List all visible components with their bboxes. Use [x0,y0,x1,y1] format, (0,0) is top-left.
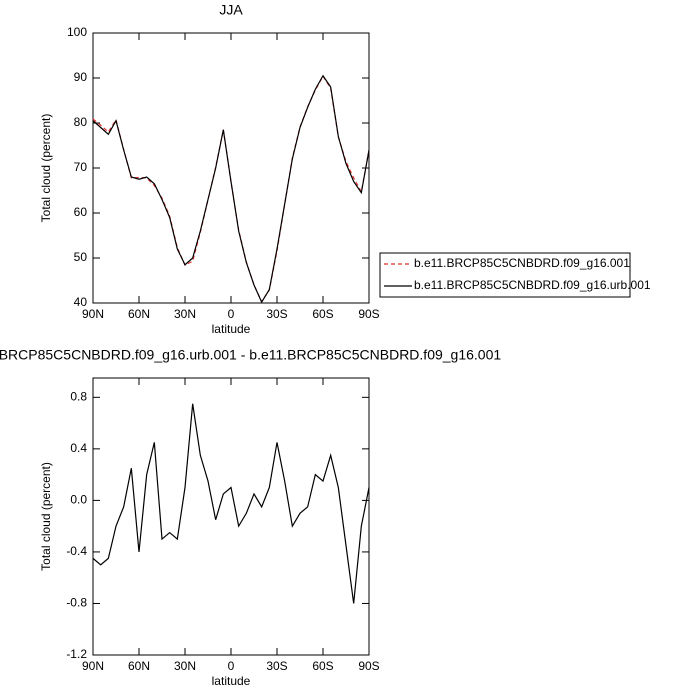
y-tick-label: 50 [74,250,88,264]
y-tick-label: 80 [74,115,88,129]
y-tick-label: 70 [74,160,88,174]
x-tick-label: 0 [228,659,235,673]
x-tick-label: 60S [312,307,333,321]
difference-title: b.e11.BRCP85C5CNBDRD.f09_g16.urb.001 - b… [0,347,501,363]
y-tick-label: -1.2 [66,647,87,661]
x-tick-label: 30S [266,659,287,673]
legend-box [379,252,631,298]
y-tick-label: 90 [74,70,88,84]
y-tick-label: 60 [74,205,88,219]
y-tick-label: -0.8 [66,596,87,610]
plot-frame [92,377,370,656]
x-tick-label: 30N [174,659,196,673]
y-axis-label: Total cloud (percent) [39,114,53,223]
y-tick-label: -0.4 [66,544,87,558]
chart-title: JJA [219,2,243,18]
x-tick-label: 90S [358,659,379,673]
y-tick-label: 40 [74,295,88,309]
data-line [92,74,370,304]
legend-label: b.e11.BRCP85C5CNBDRD.f09_g16.001 [414,256,630,270]
x-tick-label: 90S [358,307,379,321]
x-tick-label: 0 [228,307,235,321]
y-tick-label: 100 [67,25,87,39]
x-axis-label: latitude [212,322,251,336]
x-tick-label: 30N [174,307,196,321]
y-tick-label: 0.0 [70,493,87,507]
x-tick-label: 60N [128,307,150,321]
data-line [92,75,370,303]
legend-label: b.e11.BRCP85C5CNBDRD.f09_g16.urb.001 [414,278,651,292]
x-tick-label: 90N [82,659,104,673]
x-tick-label: 60S [312,659,333,673]
x-tick-label: 30S [266,307,287,321]
y-axis-label: Total cloud (percent) [39,462,53,571]
data-line [92,403,370,604]
y-tick-label: 0.8 [70,389,87,403]
x-tick-label: 60N [128,659,150,673]
x-tick-label: 90N [82,307,104,321]
plot-frame [92,32,370,304]
x-axis-label: latitude [212,674,251,688]
y-tick-label: 0.4 [70,441,87,455]
